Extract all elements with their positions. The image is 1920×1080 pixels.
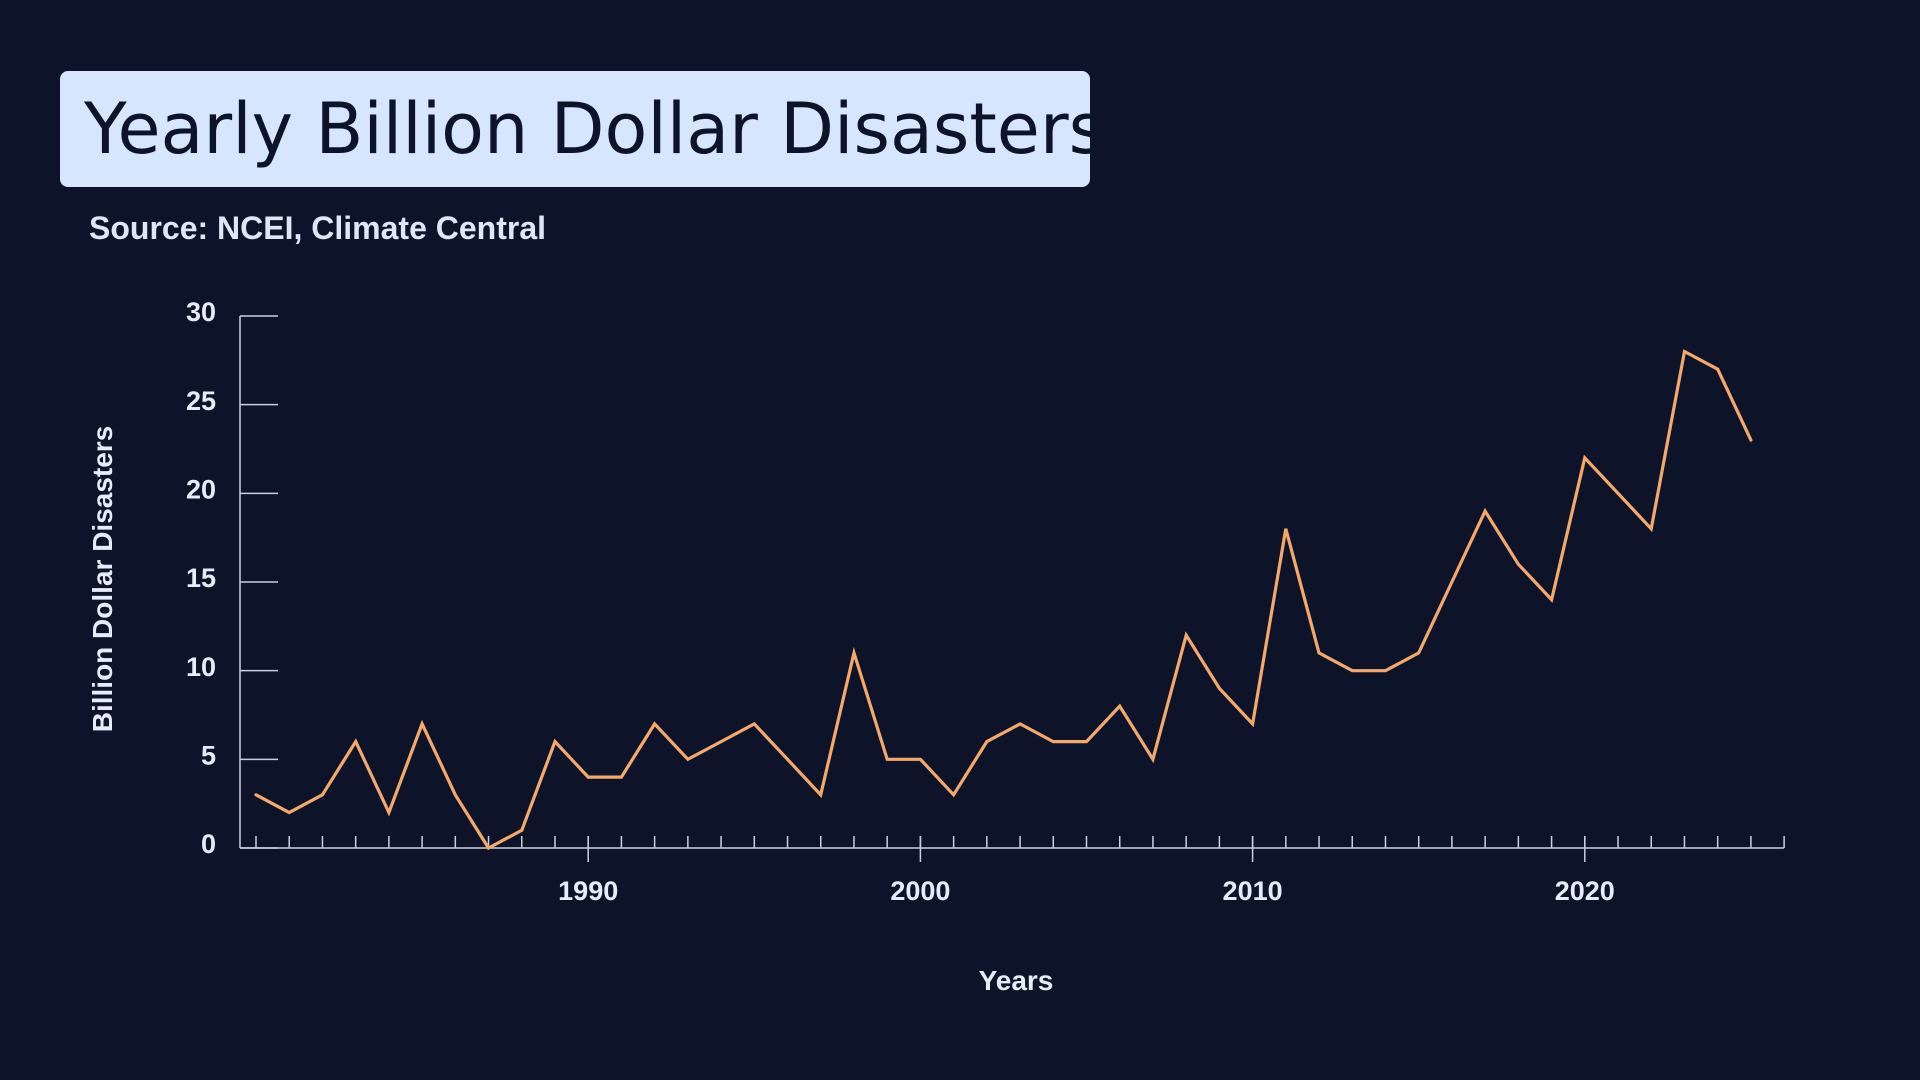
x-tick-label: 2020 [1555, 876, 1615, 906]
series-line [254, 349, 1753, 851]
x-tick-label: 2000 [890, 876, 950, 906]
y-tick-label: 10 [186, 652, 216, 682]
x-tick-label: 2010 [1223, 876, 1283, 906]
y-tick-label: 25 [186, 386, 216, 416]
x-tick-label: 1990 [558, 876, 618, 906]
y-tick-label: 5 [201, 740, 216, 770]
title-box: Yearly Billion Dollar Disasters [60, 71, 1105, 187]
x-axis-title: Years [979, 965, 1054, 996]
y-tick-label: 15 [186, 563, 216, 593]
chart-title: Yearly Billion Dollar Disasters [84, 88, 1106, 170]
y-axis-title: Billion Dollar Disasters [87, 426, 118, 733]
y-axis: 0 5 10 15 20 25 30 [186, 297, 278, 859]
chart-subtitle: Source: NCEI, Climate Central [89, 210, 546, 246]
x-axis: 1990 2000 2010 2020 [240, 836, 1785, 906]
y-tick-label: 0 [201, 829, 216, 859]
series-layer [254, 349, 1753, 851]
y-tick-label: 20 [186, 474, 216, 504]
y-tick-label: 30 [186, 297, 216, 327]
